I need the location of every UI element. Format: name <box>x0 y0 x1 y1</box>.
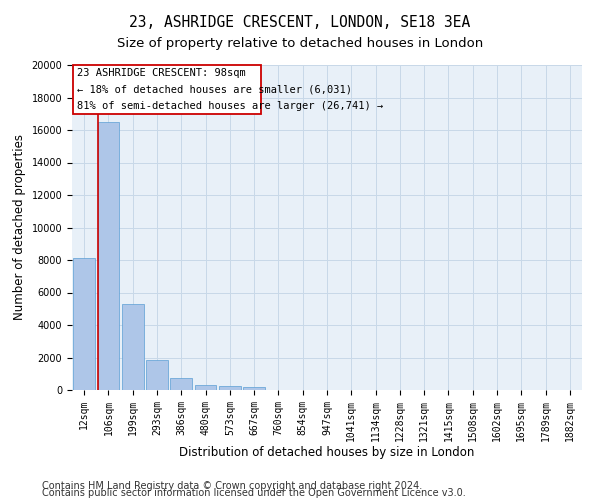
Bar <box>97 122 119 390</box>
Text: Contains HM Land Registry data © Crown copyright and database right 2024.: Contains HM Land Registry data © Crown c… <box>42 481 422 491</box>
Bar <box>73 258 95 390</box>
Bar <box>194 384 217 390</box>
Bar <box>219 386 241 390</box>
Text: 23 ASHRIDGE CRESCENT: 98sqm: 23 ASHRIDGE CRESCENT: 98sqm <box>77 68 245 78</box>
Text: 23, ASHRIDGE CRESCENT, LONDON, SE18 3EA: 23, ASHRIDGE CRESCENT, LONDON, SE18 3EA <box>130 15 470 30</box>
X-axis label: Distribution of detached houses by size in London: Distribution of detached houses by size … <box>179 446 475 460</box>
Bar <box>243 387 265 390</box>
Bar <box>146 360 168 390</box>
Text: Contains public sector information licensed under the Open Government Licence v3: Contains public sector information licen… <box>42 488 466 498</box>
Text: Size of property relative to detached houses in London: Size of property relative to detached ho… <box>117 38 483 51</box>
Y-axis label: Number of detached properties: Number of detached properties <box>13 134 26 320</box>
Text: ← 18% of detached houses are smaller (6,031): ← 18% of detached houses are smaller (6,… <box>77 84 352 94</box>
Bar <box>170 378 192 390</box>
FancyBboxPatch shape <box>73 65 262 114</box>
Bar <box>122 304 143 390</box>
Text: 81% of semi-detached houses are larger (26,741) →: 81% of semi-detached houses are larger (… <box>77 100 383 110</box>
